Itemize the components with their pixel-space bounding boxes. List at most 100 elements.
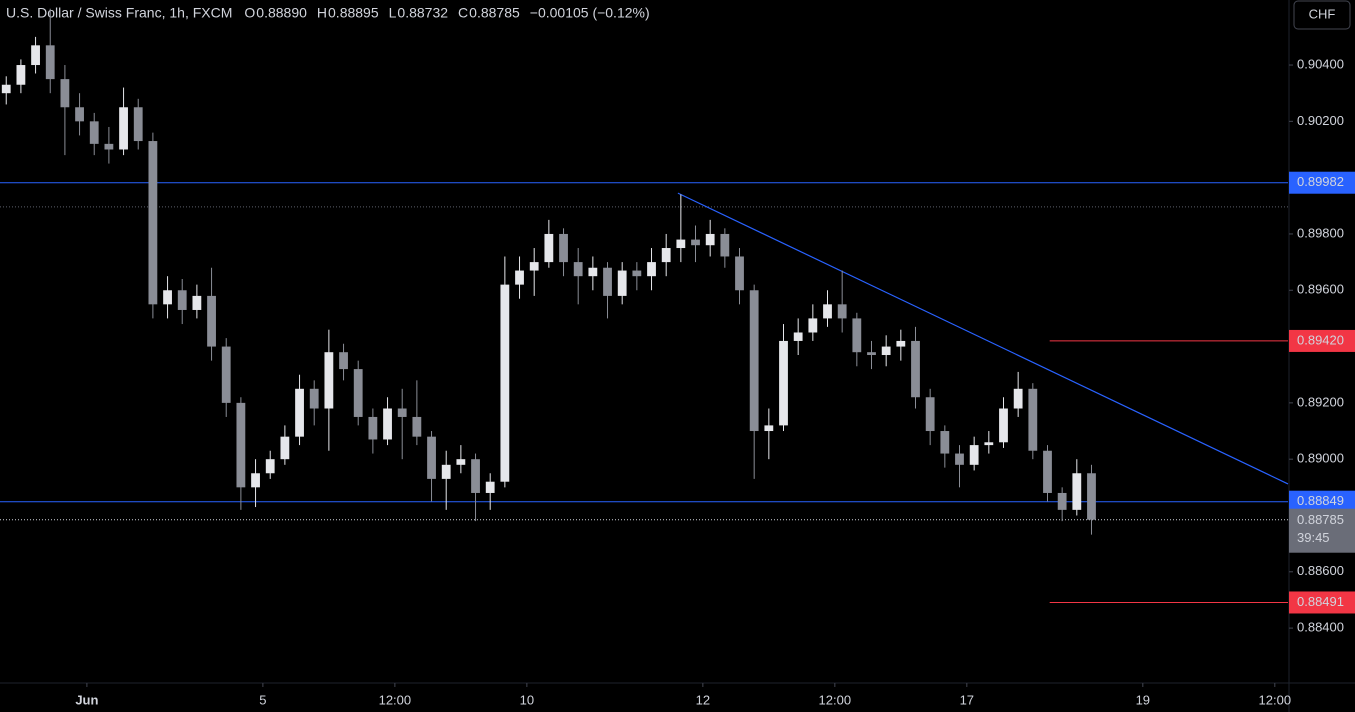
- candle-body: [911, 340, 920, 398]
- candle-body: [60, 79, 70, 108]
- candle-body: [955, 453, 964, 465]
- candle-body: [837, 304, 847, 319]
- y-tick-label: 0.89800: [1297, 225, 1344, 240]
- candle-body: [16, 65, 26, 85]
- y-tick-label: 0.89200: [1297, 394, 1344, 409]
- candle-body: [603, 267, 612, 296]
- candle-body: [75, 107, 84, 122]
- candle-body: [999, 408, 1008, 443]
- candle-body: [221, 346, 231, 403]
- candle-body: [691, 239, 700, 246]
- candle-body: [295, 388, 304, 437]
- candle-body: [397, 408, 407, 417]
- candle-body: [808, 318, 818, 333]
- price-label: 0.88849: [1297, 493, 1344, 508]
- candle-body: [265, 459, 275, 474]
- candle-body: [456, 459, 466, 465]
- candle-body: [896, 340, 906, 347]
- x-tick-label: 17: [960, 692, 974, 707]
- candle-body: [749, 290, 759, 432]
- candle-body: [427, 436, 436, 479]
- x-tick-label: 12:00: [379, 692, 412, 707]
- price-label-box: [1289, 591, 1355, 614]
- x-tick-label: 12:00: [819, 692, 852, 707]
- candle-body: [236, 402, 246, 488]
- candle-body: [412, 416, 422, 437]
- candle-body: [133, 107, 143, 142]
- countdown: 39:45: [1297, 530, 1330, 545]
- candle-body: [676, 239, 686, 249]
- candle-body: [192, 295, 202, 310]
- price-label: 0.89982: [1297, 174, 1344, 189]
- candle-body: [764, 425, 774, 432]
- ohlc-value: 0.88732: [397, 5, 448, 21]
- candle-body: [177, 290, 187, 310]
- candle-body: [31, 45, 40, 66]
- candle-body: [735, 256, 744, 291]
- candle-body: [471, 459, 480, 493]
- candle-body: [251, 473, 260, 488]
- ohlc-value: 0.88895: [328, 5, 379, 21]
- chart-title: U.S. Dollar / Swiss Franc, 1h, FXCM: [6, 5, 232, 21]
- candle-body: [89, 121, 99, 144]
- ohlc-value: 0.88890: [256, 5, 307, 21]
- price-label-box: [1289, 329, 1355, 352]
- price-label: 0.88491: [1297, 594, 1344, 609]
- ohlc-key: C: [458, 5, 468, 21]
- candle-body: [207, 295, 216, 347]
- candle-body: [823, 304, 832, 319]
- candle-body: [441, 464, 451, 479]
- candle-body: [515, 270, 524, 285]
- price-label: 0.89420: [1297, 332, 1344, 347]
- y-tick-label: 0.88400: [1297, 620, 1344, 635]
- candle-body: [1028, 388, 1038, 451]
- y-tick-label: 0.89000: [1297, 451, 1344, 466]
- candle-body: [529, 262, 539, 271]
- candle-body: [1043, 450, 1052, 493]
- candle-body: [705, 233, 715, 246]
- candle-body: [779, 340, 788, 426]
- candle-body: [940, 431, 950, 454]
- candle-body: [720, 233, 730, 257]
- candle-body: [1, 84, 11, 94]
- candle-body: [867, 352, 876, 356]
- candle-body: [353, 369, 363, 417]
- candle-body: [45, 45, 55, 80]
- x-tick-label: 12:00: [1259, 692, 1292, 707]
- candle-body: [1013, 388, 1023, 409]
- candle-body: [1057, 492, 1067, 510]
- y-tick-label: 0.89600: [1297, 282, 1344, 297]
- candle-body: [383, 408, 392, 440]
- candle-body: [104, 143, 114, 150]
- candle-body: [339, 352, 348, 370]
- ohlc-value: 0.88785: [469, 5, 520, 21]
- candle-body: [881, 346, 891, 356]
- candle-body: [1087, 473, 1096, 520]
- price-label-box: [1289, 171, 1355, 194]
- candle-body: [163, 290, 172, 305]
- candle-body: [544, 233, 554, 263]
- candle-body: [925, 397, 935, 432]
- candle-body: [324, 352, 334, 409]
- x-tick-label: 5: [259, 692, 266, 707]
- candle-body: [852, 318, 862, 353]
- currency-button[interactable]: [1293, 0, 1351, 30]
- candle-body: [617, 270, 627, 296]
- candle-body: [573, 262, 583, 277]
- x-tick-label: Jun: [75, 692, 98, 707]
- candle-body: [1072, 473, 1082, 510]
- candle-body: [661, 248, 671, 263]
- candle-body: [588, 267, 598, 277]
- candle-body: [119, 107, 128, 150]
- y-tick-label: 0.90200: [1297, 113, 1344, 128]
- candle-body: [485, 481, 495, 493]
- ohlc-key: L: [389, 5, 397, 21]
- currency-label[interactable]: CHF: [1309, 6, 1336, 21]
- trendline: [677, 192, 1289, 485]
- x-tick-label: 12: [696, 692, 710, 707]
- candle-body: [984, 442, 994, 446]
- change: −0.00105 (−0.12%): [530, 5, 650, 21]
- ohlc-key: O: [244, 5, 255, 21]
